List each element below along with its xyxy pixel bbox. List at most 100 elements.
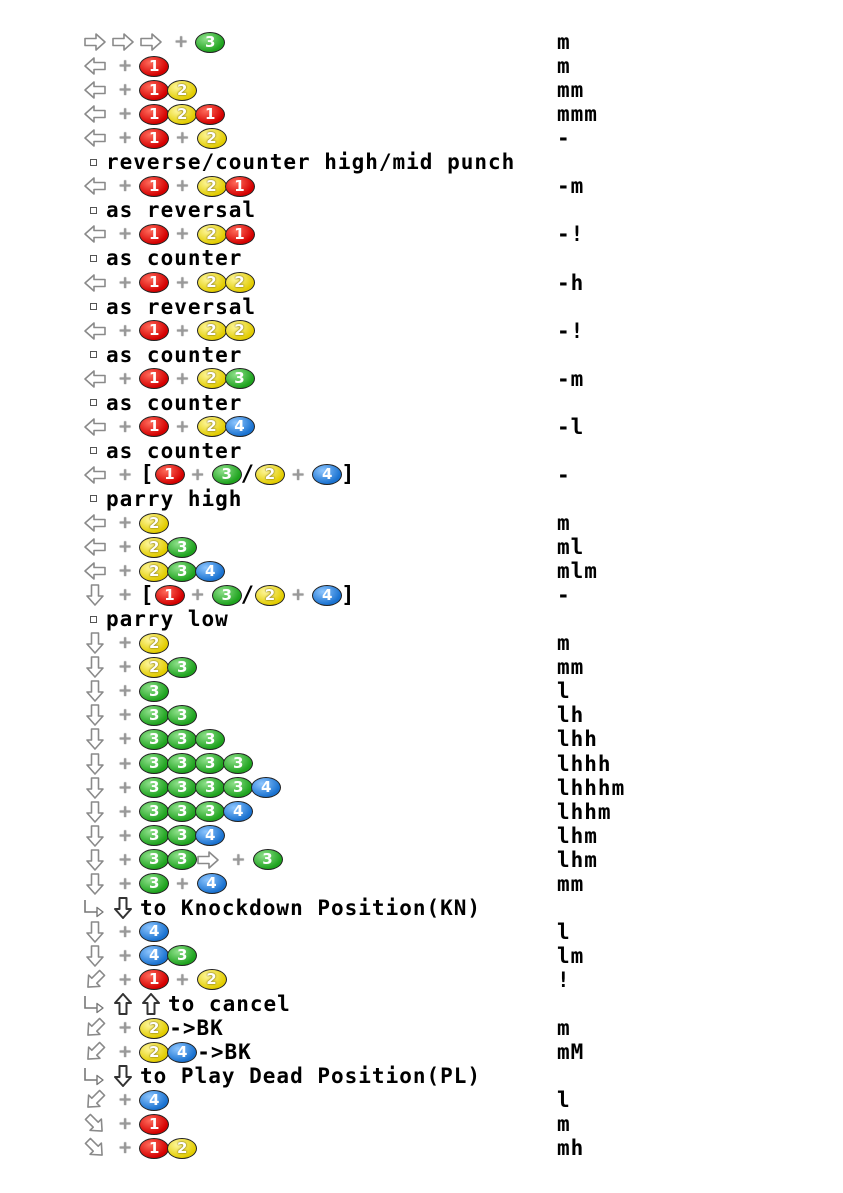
- back-arrow-icon: [82, 272, 108, 294]
- down-arrow-icon: [82, 872, 108, 895]
- move-row: +1 2 1 mmm: [0, 102, 843, 126]
- hit-level: mmm: [557, 102, 598, 127]
- plus-icon: +: [118, 681, 133, 702]
- move-row: +3 3 4 lhm: [0, 824, 843, 848]
- button-2-icon: 2: [196, 272, 227, 293]
- command-input: +1 +2 1: [82, 222, 255, 246]
- command-input: +3 3 3 3 4: [82, 776, 282, 800]
- button-1-icon: 1: [139, 368, 170, 390]
- down-arrow-icon: [82, 824, 108, 847]
- button-1-icon: 1: [139, 103, 170, 125]
- plus-icon: +: [118, 176, 133, 197]
- move-row: +1 m: [0, 1112, 843, 1136]
- plus-icon: +: [118, 104, 133, 125]
- plus-icon: +: [118, 585, 133, 606]
- command-input: +1: [82, 1112, 170, 1136]
- note-text: as counter: [106, 246, 243, 271]
- plus-icon: +: [118, 320, 133, 341]
- move-row: +3 3 +3 lhm: [0, 848, 843, 872]
- hit-level: lh: [557, 703, 585, 728]
- back-arrow-icon: [82, 223, 108, 245]
- back-arrow-icon: [82, 175, 108, 197]
- button-3-icon: 3: [167, 704, 198, 726]
- button-3-icon: 3: [223, 753, 254, 774]
- command-input: +1 2 1: [82, 102, 226, 126]
- forward-arrow-icon: [195, 849, 221, 871]
- bold-down-arrow-icon: [110, 896, 136, 919]
- hit-level: l: [557, 919, 571, 944]
- button-1-icon: 1: [139, 79, 170, 101]
- plus-icon: +: [118, 416, 133, 437]
- move-row: +1 +2 3 -m: [0, 367, 843, 391]
- move-row: +2 3 ml: [0, 535, 843, 559]
- hit-level: m: [557, 30, 571, 54]
- hit-level: lhhhm: [557, 775, 626, 800]
- down-arrow-icon: [82, 776, 108, 799]
- plus-icon: +: [175, 224, 190, 245]
- button-4-icon: 4: [224, 416, 255, 438]
- hit-level: mh: [557, 1136, 585, 1161]
- command-input: +2 4 ->BK: [82, 1040, 252, 1064]
- button-1-icon: 1: [139, 175, 170, 197]
- button-3-icon: 3: [167, 728, 198, 750]
- button-2-icon: 2: [196, 368, 227, 390]
- button-3-icon: 3: [167, 777, 198, 799]
- button-2-icon: 2: [139, 512, 170, 534]
- button-2-icon: 2: [139, 656, 170, 678]
- button-4-icon: 4: [139, 945, 170, 967]
- button-4-icon: 4: [196, 873, 227, 895]
- move-row: +1 2 mh: [0, 1136, 843, 1160]
- bracket-glyph: ]: [341, 582, 355, 608]
- plus-icon: +: [118, 1042, 133, 1063]
- down-back-arrow-icon: [82, 1041, 108, 1063]
- command-input: +1 2: [82, 1136, 198, 1160]
- button-3-icon: 3: [195, 801, 226, 823]
- move-row: +2 m: [0, 631, 843, 655]
- move-row: +3 3 3 lhh: [0, 727, 843, 751]
- button-3-icon: 3: [139, 825, 170, 847]
- bracket-glyph: [: [140, 462, 154, 488]
- button-1-icon: 1: [139, 969, 170, 991]
- command-input: +1 +2: [82, 126, 227, 150]
- move-row: to Play Dead Position(PL): [0, 1064, 843, 1088]
- command-input: +1: [82, 54, 170, 78]
- forward-arrow-icon: [82, 31, 108, 53]
- button-3-icon: 3: [139, 777, 170, 799]
- hit-level: l: [557, 679, 571, 704]
- move-row: +4 l: [0, 920, 843, 944]
- command-input: +2 3: [82, 655, 198, 679]
- hit-level: -: [557, 126, 571, 151]
- down-arrow-icon: [82, 680, 108, 703]
- note-row: as reversal: [0, 295, 843, 319]
- hit-level: mm: [557, 655, 585, 680]
- plus-icon: +: [291, 585, 306, 606]
- plus-icon: +: [118, 753, 133, 774]
- hit-level: mlm: [557, 559, 598, 584]
- back-arrow-icon: [82, 127, 108, 149]
- button-4-icon: 4: [195, 825, 226, 847]
- move-row: +2 3 4 mlm: [0, 559, 843, 583]
- hit-level: -l: [557, 414, 585, 439]
- move-note: parry high: [90, 487, 242, 511]
- move-row: +1 m: [0, 54, 843, 78]
- command-input: +1 2: [82, 78, 198, 102]
- command-text: to Play Dead Position(PL): [140, 1064, 482, 1089]
- button-4-icon: 4: [312, 584, 343, 606]
- back-arrow-icon: [82, 79, 108, 101]
- plus-icon: +: [118, 945, 133, 966]
- command-input: +4 3: [82, 944, 198, 968]
- hit-level: lm: [557, 943, 585, 968]
- hit-level: -: [557, 583, 571, 608]
- command-input: +[1 +3/2 +4]: [82, 582, 356, 608]
- button-3-icon: 3: [139, 680, 170, 702]
- command-input: +1 +2 1: [82, 174, 255, 198]
- hit-level: -m: [557, 366, 585, 391]
- button-2-icon: 2: [196, 969, 227, 991]
- command-input: +2 3: [82, 535, 198, 559]
- button-3-icon: 3: [167, 753, 198, 774]
- down-arrow-icon: [82, 800, 108, 823]
- button-3-icon: 3: [167, 560, 198, 582]
- back-arrow-icon: [82, 560, 108, 582]
- move-row: +4 l: [0, 1088, 843, 1112]
- move-note: as counter: [90, 343, 242, 367]
